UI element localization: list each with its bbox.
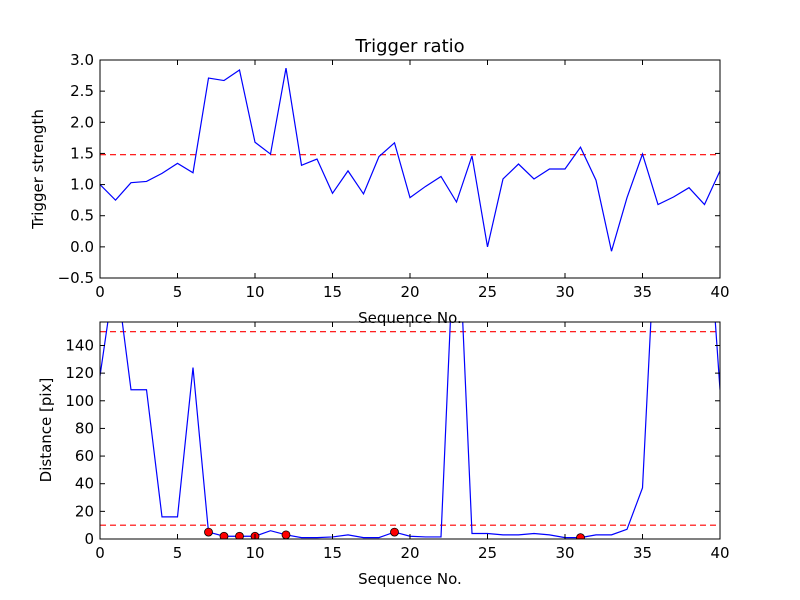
- x-axis-label: Sequence No.: [358, 570, 462, 588]
- data-point-marker: [390, 527, 399, 537]
- x-tick-label: 20: [400, 283, 419, 301]
- x-tick-label: 40: [710, 544, 729, 562]
- y-tick-label: 2.5: [70, 82, 94, 100]
- data-point-marker: [204, 527, 213, 537]
- y-tick-label: 2.0: [70, 113, 94, 131]
- y-tick-label: 1.0: [70, 176, 94, 194]
- distance-chart: 0 5 10 15 20 25 30 35 40 0 20 40 60 80 100 120 140 Sequ…: [37, 321, 730, 588]
- x-tick-label: 0: [95, 544, 105, 562]
- y-tick-label: 40: [75, 475, 94, 493]
- x-tick-label: 20: [400, 544, 419, 562]
- data-point-marker: [576, 533, 585, 539]
- x-tick-label: 30: [555, 544, 574, 562]
- y-axis-label: Distance [pix]: [37, 378, 55, 483]
- data-point-marker: [235, 531, 244, 539]
- x-tick-label: 40: [710, 283, 729, 301]
- x-tick-label: 0: [95, 283, 105, 301]
- y-tick-label: 0.5: [70, 207, 94, 225]
- y-tick-label: 20: [75, 502, 94, 520]
- y-tick-label: 140: [65, 336, 94, 354]
- chart-title: Trigger ratio: [354, 36, 464, 57]
- series-line: [100, 67, 720, 252]
- trigger-ratio-chart: Trigger ratio 0 5 10 15 20 25 30 35 40 −0.5 0.0 0.…: [29, 36, 730, 327]
- y-tick-label: 1.5: [70, 144, 94, 162]
- x-tick-label: 15: [323, 283, 342, 301]
- y-tick-label: 3.0: [70, 51, 94, 69]
- x-tick-label: 15: [323, 544, 342, 562]
- y-axis-label: Trigger strength: [29, 109, 47, 230]
- y-tick-label: 120: [65, 364, 94, 382]
- y-tick-label: 60: [75, 447, 94, 465]
- y-tick-label: 0.0: [70, 238, 94, 256]
- x-tick-label: 25: [478, 283, 497, 301]
- data-point-marker: [281, 530, 291, 539]
- x-tick-label: 35: [633, 544, 652, 562]
- y-tick-label: 80: [75, 419, 94, 437]
- x-tick-label: 10: [245, 283, 264, 301]
- y-tick-label: 100: [65, 392, 94, 410]
- data-point-marker: [219, 531, 229, 539]
- x-tick-label: 25: [478, 544, 497, 562]
- y-tick-label: 0: [84, 530, 94, 548]
- y-tick-label: −0.5: [58, 269, 94, 287]
- x-tick-label: 35: [633, 283, 652, 301]
- x-tick-label: 10: [245, 544, 264, 562]
- x-tick-label: 30: [555, 283, 574, 301]
- x-tick-label: 5: [173, 283, 183, 301]
- x-tick-label: 5: [173, 544, 183, 562]
